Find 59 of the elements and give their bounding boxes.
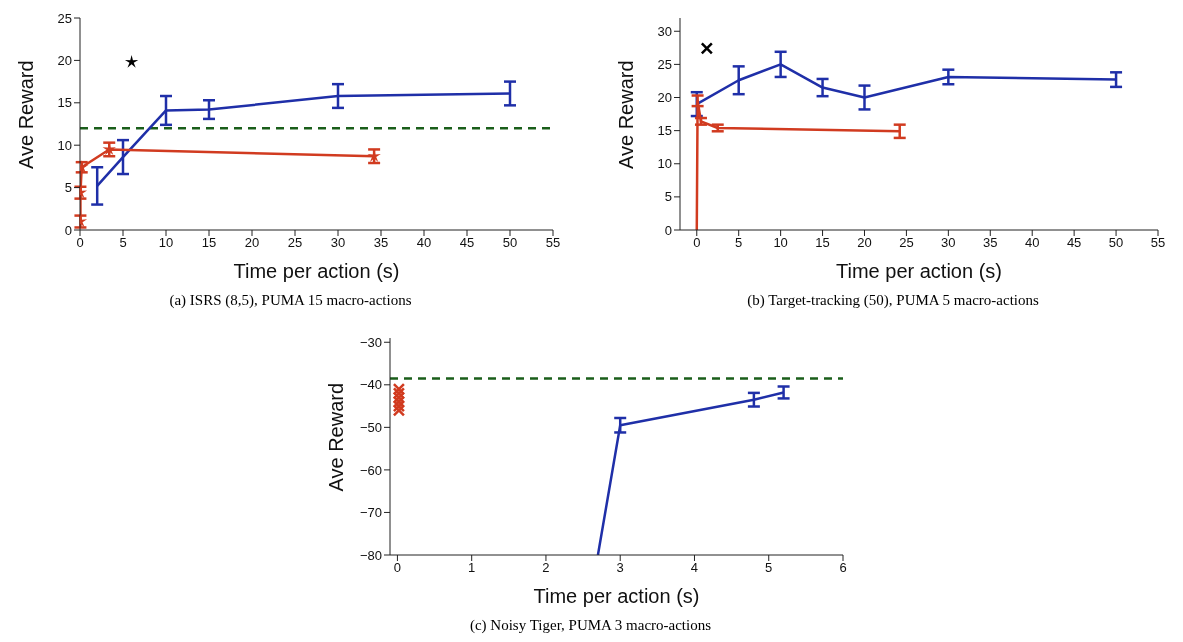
x-tick-label: 3 — [616, 560, 624, 576]
y-tick-label: 25 — [657, 56, 672, 72]
x-tick-label: 25 — [287, 235, 303, 251]
text: (c) Noisy Tiger, PUMA 3 macro-actions — [468, 617, 713, 634]
x-tick-label: 35 — [373, 235, 389, 251]
y-tick-label: 15 — [57, 95, 72, 111]
x-tick-label: 1 — [468, 560, 476, 576]
y-tick-label: −40 — [359, 377, 382, 393]
y-tick-label: 0 — [664, 222, 672, 238]
x-tick-label: 0 — [76, 235, 84, 251]
y-axis-title: Ave Reward — [15, 60, 38, 169]
x-tick-label: 5 — [765, 560, 773, 576]
x-tick-label: 0 — [693, 235, 701, 251]
text: (b) Target-tracking (50), PUMA 5 macro-actions — [746, 292, 1040, 309]
y-tick-label: −80 — [359, 547, 382, 563]
x-tick-label: 15 — [815, 235, 830, 251]
x-tick-label: 6 — [839, 560, 847, 576]
y-tick-label: 10 — [57, 137, 72, 153]
y-tick-label: 30 — [657, 23, 672, 39]
y-tick-label: −30 — [359, 334, 382, 350]
x-tick-label: 55 — [545, 235, 561, 251]
x-tick-label: 10 — [158, 235, 174, 251]
x-tick-label: 45 — [1066, 235, 1082, 251]
y-tick-label: 0 — [64, 222, 72, 238]
y-tick-label: 20 — [57, 53, 72, 69]
x-tick-label: 30 — [941, 235, 956, 251]
y-axis-title: Ave Reward — [615, 60, 638, 169]
y-tick-label: −60 — [359, 462, 382, 478]
y-tick-label: −50 — [359, 419, 382, 435]
x-tick-label: 30 — [330, 235, 346, 251]
y-tick-label: 20 — [657, 90, 672, 106]
y-tick-label: −70 — [359, 505, 382, 521]
x-tick-label: 40 — [416, 235, 432, 251]
x-axis-title: Time per action (s) — [836, 260, 1002, 282]
x-tick-label: 20 — [244, 235, 260, 251]
x-tick-label: 40 — [1024, 235, 1040, 251]
x-tick-label: 4 — [690, 560, 699, 576]
x-tick-label: 25 — [899, 235, 914, 251]
x-axis-title: Time per action (s) — [233, 260, 400, 282]
y-tick-label: 15 — [657, 123, 672, 139]
x-tick-label: 0 — [393, 560, 402, 576]
x-tick-label: 15 — [201, 235, 217, 251]
text: (a) ISRS (8,5), PUMA 15 macro-actions — [168, 292, 413, 309]
x-tick-label: 50 — [502, 235, 518, 251]
y-tick-label: 25 — [57, 10, 72, 26]
y-axis-title: Ave Reward — [325, 382, 348, 492]
x-tick-label: 45 — [459, 235, 475, 251]
x-tick-label: 55 — [1150, 235, 1166, 251]
x-axis-title: Time per action (s) — [533, 585, 700, 607]
x-tick-label: 35 — [983, 235, 998, 251]
x-tick-label: 5 — [735, 235, 743, 251]
y-tick-label: 5 — [64, 180, 72, 196]
y-tick-label: 5 — [664, 189, 672, 205]
x-tick-label: 2 — [542, 560, 550, 576]
x-tick-label: 5 — [119, 235, 127, 251]
x-tick-label: 20 — [857, 235, 872, 251]
x-tick-label: 50 — [1108, 235, 1124, 251]
y-tick-label: 10 — [657, 156, 672, 172]
x-tick-label: 10 — [773, 235, 788, 251]
